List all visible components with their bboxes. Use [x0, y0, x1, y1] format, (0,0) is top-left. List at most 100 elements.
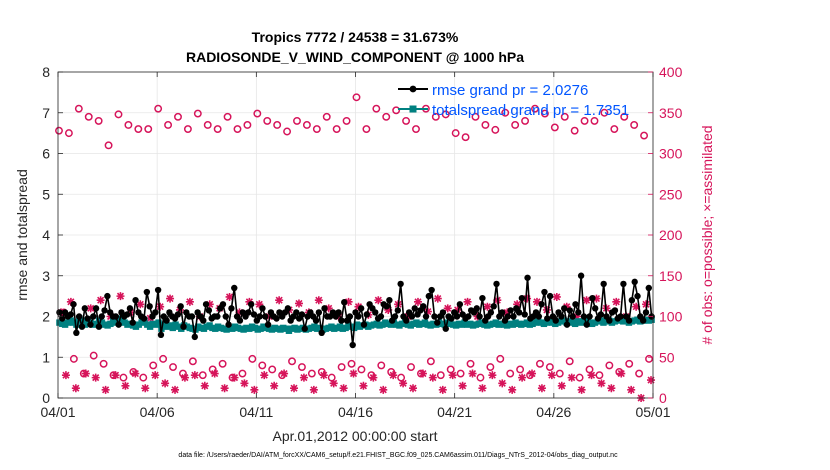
rmse-point	[318, 329, 325, 336]
x-axis-label: Apr.01,2012 00:00:00 start	[272, 428, 437, 444]
rmse-point	[453, 313, 461, 320]
rmse-point	[222, 313, 230, 320]
obs-possible-point	[164, 121, 173, 129]
obs-possible-point	[84, 112, 93, 121]
obs-assimilated-point	[413, 297, 422, 306]
rmse-point	[225, 321, 232, 328]
rmse-point	[422, 313, 430, 320]
obs-assimilated-point	[314, 296, 323, 305]
obs-assimilated-point	[458, 381, 467, 390]
obs-assimilated-point	[523, 294, 532, 303]
obs-assimilated-point	[642, 300, 651, 309]
obs-assimilated-point	[607, 384, 616, 393]
totalspread-point	[73, 321, 80, 328]
rmse-point	[558, 313, 565, 320]
rmse-point	[90, 313, 97, 320]
rmse-point	[597, 311, 605, 318]
obs-possible-point	[441, 110, 450, 119]
rmse-point	[419, 303, 427, 310]
rmse-point	[411, 305, 418, 312]
x-tick-label: 04/21	[437, 404, 472, 420]
rmse-point	[250, 311, 258, 318]
rmse-point	[552, 317, 559, 324]
obs-assimilated-point	[592, 294, 601, 303]
x-tick-label: 04/16	[338, 404, 373, 420]
obs-possible-point	[198, 371, 207, 380]
obs-assimilated-point	[627, 385, 636, 394]
totalspread-point	[81, 321, 89, 328]
rmse-point	[577, 272, 585, 279]
rmse-point	[611, 307, 619, 314]
obs-possible-point	[486, 363, 495, 371]
y-tick-label-left: 4	[42, 227, 50, 243]
obs-assimilated-point	[344, 297, 353, 306]
obs-possible-point	[501, 108, 510, 117]
obs-possible-point	[352, 93, 361, 102]
rmse-point	[465, 313, 472, 320]
obs-possible-point	[94, 116, 103, 125]
obs-assimilated-point	[270, 381, 279, 390]
obs-possible-point	[55, 126, 63, 135]
obs-assimilated-point	[488, 371, 497, 380]
rmse-point	[84, 315, 91, 322]
obs-assimilated-point	[632, 302, 641, 311]
obs-assimilated-point	[369, 373, 378, 382]
rmse-point	[434, 319, 441, 326]
rmse-point	[625, 317, 633, 324]
obs-possible-point	[630, 121, 639, 129]
x-tick-label: 04/06	[140, 404, 175, 420]
rmse-point	[428, 286, 435, 294]
obs-assimilated-point	[379, 385, 388, 394]
obs-possible-point	[451, 129, 460, 138]
rmse-point	[115, 321, 122, 328]
obs-possible-point	[565, 357, 574, 366]
rmse-point	[191, 333, 198, 341]
obs-possible-point	[436, 371, 445, 380]
rmse-point	[143, 288, 151, 296]
rmse-point	[507, 307, 514, 314]
obs-assimilated-point	[478, 384, 487, 393]
rmse-point	[642, 309, 650, 316]
totalspread-point	[648, 316, 655, 323]
rmse-point	[298, 311, 306, 318]
rmse-point	[338, 317, 345, 324]
rmse-point	[631, 278, 638, 286]
rmse-point	[634, 292, 641, 300]
rmse-point	[439, 309, 447, 316]
rmse-point	[606, 317, 613, 324]
obs-assimilated-point	[156, 302, 165, 311]
rmse-point	[59, 315, 66, 322]
obs-assimilated-point	[582, 296, 591, 305]
obs-assimilated-point	[96, 296, 105, 305]
rmse-point	[154, 286, 162, 294]
rmse-point	[592, 305, 599, 312]
obs-possible-point	[312, 125, 321, 134]
obs-assimilated-point	[71, 384, 80, 393]
obs-possible-point	[580, 116, 589, 125]
rmse-point	[544, 315, 551, 322]
rmse-point	[575, 309, 582, 316]
rmse-point	[245, 309, 252, 316]
rmse-point	[75, 313, 83, 320]
obs-possible-point	[570, 126, 579, 135]
obs-possible-point	[193, 109, 202, 118]
obs-possible-point	[506, 369, 515, 378]
obs-assimilated-point	[235, 308, 244, 317]
obs-possible-point	[258, 361, 267, 370]
rmse-point	[617, 313, 624, 320]
rmse-point	[259, 305, 266, 312]
obs-assimilated-point	[111, 371, 120, 380]
obs-assimilated-point	[290, 384, 299, 393]
rmse-point	[163, 317, 170, 324]
rmse-point	[321, 305, 328, 312]
obs-possible-point	[69, 354, 78, 363]
obs-possible-point	[144, 125, 153, 134]
obs-possible-point	[545, 363, 554, 371]
obs-possible-point	[625, 359, 634, 368]
obs-assimilated-point	[428, 373, 437, 382]
obs-assimilated-point	[101, 385, 110, 394]
obs-assimilated-point	[518, 373, 527, 382]
obs-assimilated-point	[309, 385, 318, 394]
rmse-point	[360, 321, 368, 328]
rmse-point	[518, 294, 526, 302]
